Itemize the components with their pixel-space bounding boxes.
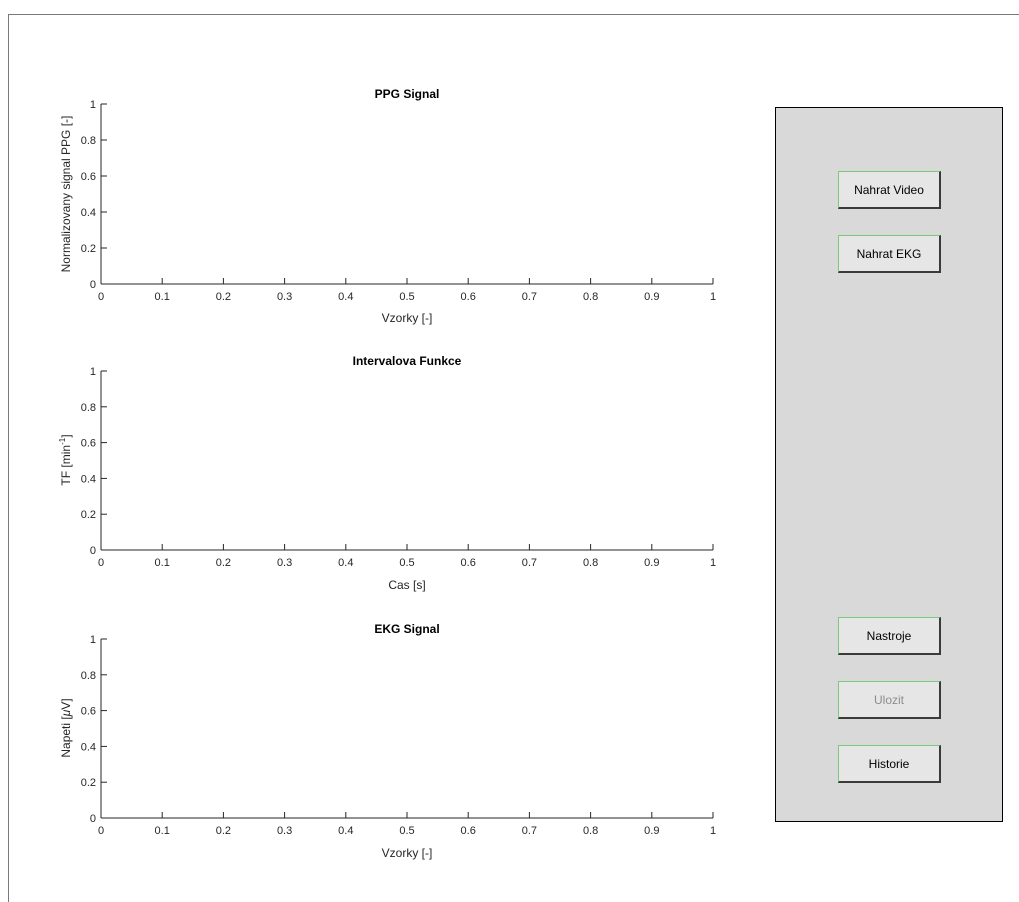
ekg-x-tick-label: 0.8 <box>583 825 598 837</box>
ekg-x-ticks: 0 0.1 0.2 0.3 0.4 0.5 0.6 0.7 0.8 0.9 1 <box>98 812 716 837</box>
interval-x-tick-label: 0.5 <box>399 557 414 569</box>
interval-x-tick-label: 0.3 <box>277 557 292 569</box>
interval-x-tick-label: 0.8 <box>583 557 598 569</box>
ekg-x-tick-label: 0.1 <box>155 825 170 837</box>
interval-y-label-end: ] <box>59 434 73 437</box>
ppg-x-tick-label: 0.9 <box>644 291 659 303</box>
interval-title: Intervalova Funkce <box>353 354 462 368</box>
ekg-x-label: Vzorky [-] <box>382 846 433 860</box>
interval-y-tick-label: 0.8 <box>81 402 96 414</box>
ppg-y-ticks: 0 0.2 0.4 0.6 0.8 1 <box>81 99 107 291</box>
interval-y-tick-label: 0.2 <box>81 509 96 521</box>
ppg-x-tick-label: 1 <box>710 291 716 303</box>
interval-y-tick-label: 1 <box>90 366 96 378</box>
ekg-y-tick-label: 0.6 <box>81 706 96 718</box>
ppg-x-tick-label: 0.7 <box>522 291 537 303</box>
interval-x-label: Cas [s] <box>388 578 425 592</box>
ppg-y-label: Normalizovany signal PPG [-] <box>59 116 73 273</box>
ekg-y-tick-label: 0 <box>90 813 96 825</box>
ekg-y-label: Napeti [μV] <box>59 698 73 757</box>
ppg-x-tick-label: 0 <box>98 291 104 303</box>
ekg-x-tick-label: 0.4 <box>338 825 353 837</box>
interval-x-tick-label: 1 <box>710 557 716 569</box>
ppg-title: PPG Signal <box>375 87 440 101</box>
interval-x-tick-label: 0.6 <box>461 557 476 569</box>
ekg-y-tick-label: 0.8 <box>81 670 96 682</box>
interval-y-label-sup: -1 <box>58 437 67 445</box>
ekg-y-tick-label: 0.2 <box>81 777 96 789</box>
ekg-title: EKG Signal <box>374 622 439 636</box>
ulozit-button[interactable]: Ulozit <box>838 681 941 719</box>
ppg-x-tick-label: 0.5 <box>399 291 414 303</box>
interval-x-ticks: 0 0.1 0.2 0.3 0.4 0.5 0.6 0.7 0.8 0.9 1 <box>98 544 716 569</box>
ppg-x-ticks: 0 0.1 0.2 0.3 0.4 0.5 0.6 0.7 0.8 0.9 1 <box>98 278 716 303</box>
ekg-x-tick-label: 0.7 <box>522 825 537 837</box>
ekg-x-tick-label: 0 <box>98 825 104 837</box>
ekg-y-label-main: Napeti [ <box>59 716 73 758</box>
ppg-y-tick-label: 0 <box>90 279 96 291</box>
ppg-y-tick-label: 1 <box>90 99 96 111</box>
ekg-y-ticks: 0 0.2 0.4 0.6 0.8 1 <box>81 634 107 825</box>
interval-x-tick-label: 0.7 <box>522 557 537 569</box>
ppg-y-tick-label: 0.4 <box>81 207 96 219</box>
interval-x-tick-label: 0.9 <box>644 557 659 569</box>
ppg-y-tick-label: 0.2 <box>81 243 96 255</box>
ekg-y-tick-label: 0.4 <box>81 741 96 753</box>
nastroje-button[interactable]: Nastroje <box>838 617 941 655</box>
nahrat-video-button[interactable]: Nahrat Video <box>838 171 941 209</box>
ppg-y-tick-label: 0.8 <box>81 135 96 147</box>
ppg-x-tick-label: 0.8 <box>583 291 598 303</box>
ekg-y-label-mu: μ <box>59 709 73 717</box>
figure-window <box>8 14 1019 902</box>
ekg-x-tick-label: 1 <box>710 825 716 837</box>
interval-x-tick-label: 0 <box>98 557 104 569</box>
interval-y-ticks: 0 0.2 0.4 0.6 0.8 1 <box>81 366 107 557</box>
ppg-x-tick-label: 0.1 <box>155 291 170 303</box>
nahrat-ekg-button[interactable]: Nahrat EKG <box>838 235 941 273</box>
ekg-x-tick-label: 0.2 <box>216 825 231 837</box>
ppg-plot: 0 0.1 0.2 0.3 0.4 0.5 0.6 0.7 0.8 0.9 1 0 0.2 0.4 0.6… <box>59 87 716 325</box>
ppg-y-tick-label: 0.6 <box>81 171 96 183</box>
interval-y-label-main: TF [min <box>59 445 73 486</box>
ekg-x-tick-label: 0.5 <box>399 825 414 837</box>
ekg-x-tick-label: 0.6 <box>461 825 476 837</box>
control-panel: Nahrat Video Nahrat EKG Nastroje Ulozit … <box>775 107 1003 822</box>
interval-x-tick-label: 0.4 <box>338 557 353 569</box>
ppg-x-tick-label: 0.2 <box>216 291 231 303</box>
interval-y-tick-label: 0.6 <box>81 438 96 450</box>
ppg-x-tick-label: 0.3 <box>277 291 292 303</box>
ekg-x-tick-label: 0.9 <box>644 825 659 837</box>
interval-plot: 0 0.1 0.2 0.3 0.4 0.5 0.6 0.7 0.8 0.9 1 0 0.2 0.4 0.6… <box>58 354 716 592</box>
interval-y-tick-label: 0 <box>90 545 96 557</box>
ekg-y-label-end: V] <box>59 698 73 709</box>
interval-x-tick-label: 0.2 <box>216 557 231 569</box>
historie-button[interactable]: Historie <box>838 745 941 783</box>
ppg-x-tick-label: 0.6 <box>461 291 476 303</box>
interval-y-label: TF [min-1] <box>58 434 73 485</box>
ekg-y-tick-label: 1 <box>90 634 96 646</box>
ekg-plot: 0 0.1 0.2 0.3 0.4 0.5 0.6 0.7 0.8 0.9 1 0 0.2 0.4 0.6… <box>59 622 716 860</box>
ppg-x-tick-label: 0.4 <box>338 291 353 303</box>
ppg-x-label: Vzorky [-] <box>382 311 433 325</box>
interval-x-tick-label: 0.1 <box>155 557 170 569</box>
interval-y-tick-label: 0.4 <box>81 473 96 485</box>
ekg-x-tick-label: 0.3 <box>277 825 292 837</box>
